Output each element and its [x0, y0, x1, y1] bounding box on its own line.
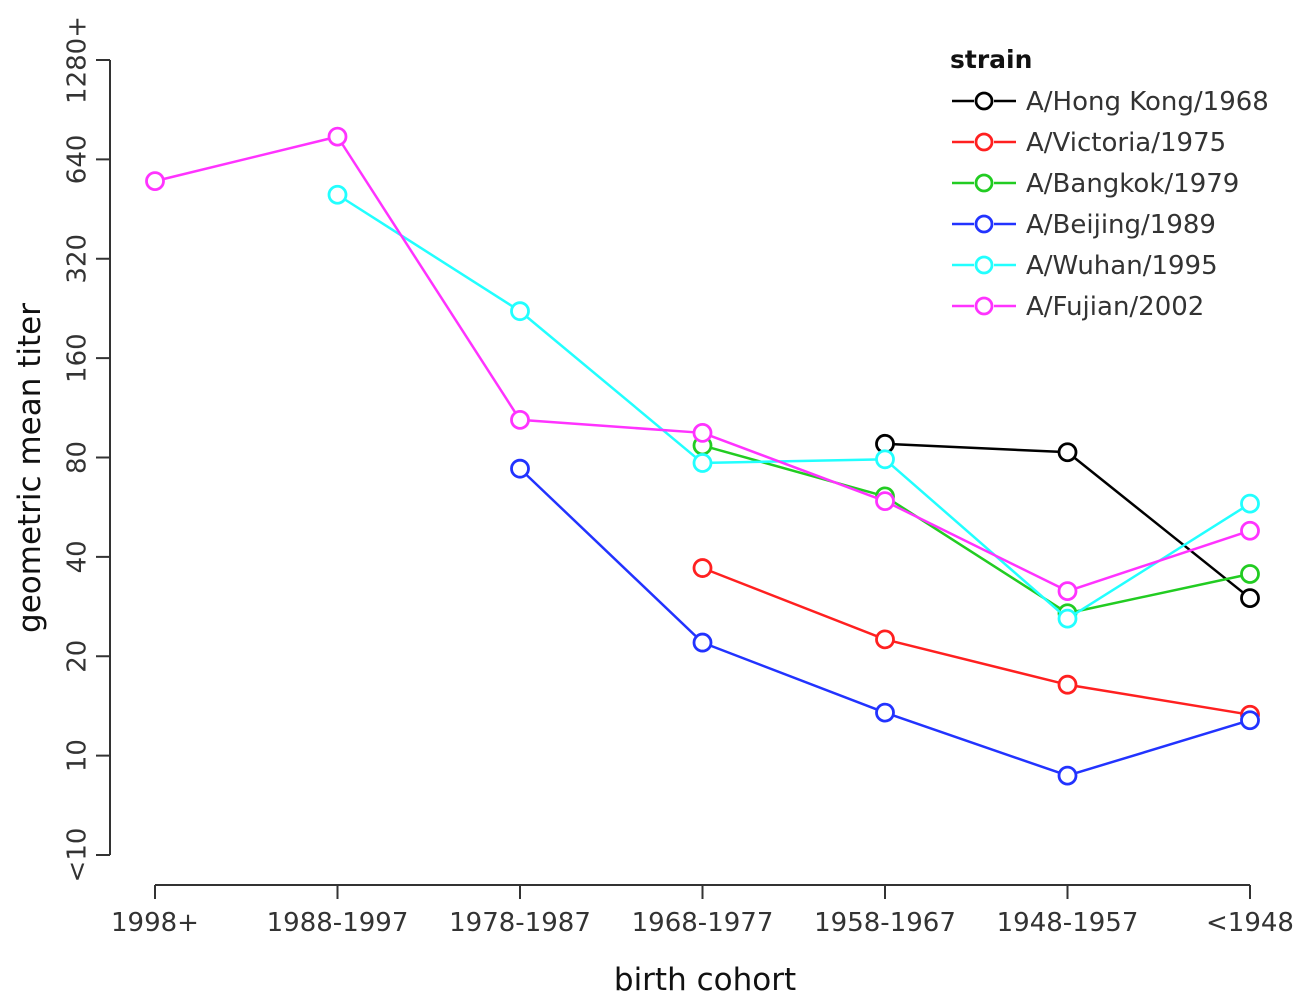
- series: [327, 184, 1260, 629]
- data-point: [1057, 608, 1078, 629]
- data-point: [875, 629, 895, 650]
- legend-item: A/Fujian/2002: [952, 292, 1204, 322]
- series-segment: [710, 644, 877, 711]
- legend-marker: [974, 255, 994, 275]
- legend-label: A/Bangkok/1979: [1026, 169, 1239, 199]
- y-tick-label: 640: [63, 135, 93, 185]
- data-point: [692, 453, 713, 473]
- data-point: [145, 171, 165, 192]
- series-segment: [893, 640, 1059, 684]
- series-layer: [145, 126, 1260, 786]
- y-tick-label: 80: [63, 441, 93, 474]
- legend-title: strain: [950, 45, 1032, 74]
- data-point: [1057, 442, 1078, 463]
- legend-label: A/Hong Kong/1968: [1026, 87, 1269, 117]
- legend-item: A/Wuhan/1995: [952, 251, 1218, 281]
- x-tick-label: 1958-1967: [814, 908, 956, 938]
- legend-label: A/Wuhan/1995: [1026, 251, 1218, 281]
- legend-marker: [974, 132, 994, 152]
- series-segment: [163, 137, 329, 181]
- legend-item: A/Bangkok/1979: [952, 169, 1239, 199]
- data-point: [510, 409, 530, 430]
- legend-label: A/Fujian/2002: [1026, 292, 1204, 322]
- legend-marker: [974, 214, 994, 234]
- data-point: [692, 422, 713, 443]
- x-tick-label: 1998+: [111, 908, 199, 938]
- series-segment: [711, 458, 876, 465]
- series-segment: [529, 419, 694, 434]
- data-point: [1240, 520, 1260, 541]
- data-point: [1240, 493, 1260, 514]
- data-point: [875, 491, 895, 512]
- series-segment: [1076, 685, 1241, 715]
- y-tick-label: 40: [63, 540, 93, 573]
- y-axis: <10 10 20 40 80 160 320 640 1280+: [63, 16, 111, 882]
- series-segment: [1076, 721, 1242, 775]
- data-point: [1240, 588, 1260, 609]
- x-tick-label: 1978-1987: [449, 908, 591, 938]
- legend-label: A/Beijing/1989: [1026, 210, 1216, 240]
- data-point: [692, 558, 713, 578]
- series-segment: [344, 198, 513, 308]
- series-segment: [711, 446, 877, 496]
- series-segment: [892, 504, 1060, 589]
- y-tick-label: 160: [63, 333, 93, 383]
- series: [510, 458, 1260, 786]
- series-segment: [1076, 574, 1241, 613]
- series: [875, 433, 1260, 609]
- x-tick-label: 1948-1957: [997, 908, 1139, 938]
- x-axis: 1998+ 1988-1997 1978-1987 1968-1977 1958-196…: [111, 884, 1294, 938]
- x-tick-label: 1968-1977: [632, 908, 774, 938]
- legend-item: A/Victoria/1975: [952, 128, 1226, 158]
- series-segment: [710, 435, 877, 499]
- data-point: [327, 126, 348, 147]
- data-point: [1240, 710, 1260, 731]
- legend-marker: [974, 296, 994, 316]
- legend-item: A/Beijing/1989: [952, 210, 1216, 240]
- data-point: [510, 301, 530, 322]
- legend-marker: [974, 173, 994, 193]
- data-point: [510, 458, 530, 479]
- series: [692, 558, 1260, 725]
- y-tick-label: 320: [63, 234, 93, 284]
- series-segment: [526, 316, 696, 458]
- data-point: [875, 449, 895, 470]
- x-tick-label: <1948: [1206, 908, 1294, 938]
- data-point: [1240, 564, 1260, 584]
- data-point: [1057, 765, 1078, 786]
- data-point: [1057, 674, 1078, 695]
- y-tick-label: <10: [63, 828, 93, 883]
- series-segment: [526, 474, 697, 637]
- legend-marker: [974, 91, 994, 111]
- y-tick-label: 1280+: [63, 16, 93, 104]
- series-segment: [893, 714, 1059, 774]
- data-point: [875, 702, 895, 723]
- data-point: [692, 632, 713, 653]
- y-axis-title: geometric mean titer: [12, 303, 48, 633]
- series: [145, 126, 1260, 602]
- legend-item: A/Hong Kong/1968: [952, 87, 1269, 117]
- series-segment: [1076, 532, 1242, 590]
- x-tick-label: 1988-1997: [267, 908, 409, 938]
- series: [692, 435, 1260, 624]
- series-segment: [341, 143, 516, 413]
- legend: strain A/Hong Kong/1968 A/Victoria/1975 A/…: [950, 45, 1269, 322]
- data-point: [1057, 581, 1078, 602]
- series-segment: [894, 443, 1059, 454]
- series-segment: [1074, 457, 1244, 594]
- y-tick-label: 10: [63, 739, 93, 772]
- legend-label: A/Victoria/1975: [1026, 128, 1226, 158]
- series-segment: [891, 464, 1062, 614]
- data-point: [327, 184, 348, 205]
- series-segment: [710, 570, 877, 638]
- x-axis-title: birth cohort: [614, 962, 796, 998]
- y-tick-label: 20: [63, 640, 93, 673]
